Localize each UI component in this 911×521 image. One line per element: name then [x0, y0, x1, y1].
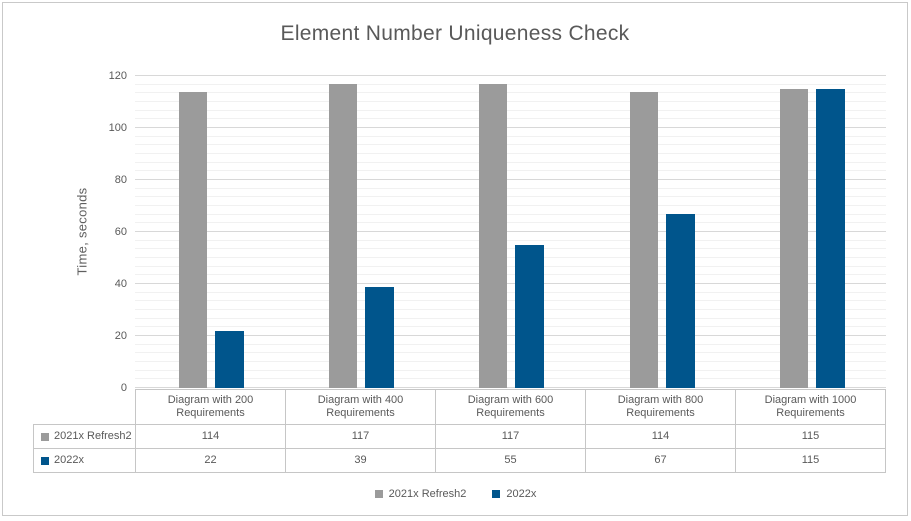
table-value-cell: 67 [585, 448, 736, 473]
gridline-minor [135, 343, 886, 345]
gridline-minor [135, 213, 886, 215]
gridline-minor [135, 187, 886, 189]
y-tick-label: 40 [114, 278, 127, 290]
series-swatch-2022x [41, 456, 49, 465]
gridline-minor [135, 144, 886, 146]
gridline-minor [135, 135, 886, 137]
table-value-cell: 55 [435, 448, 586, 473]
table-row-label-2022x: 2022x [33, 448, 136, 473]
legend-item-2021x-refresh2: 2021x Refresh2 [374, 488, 467, 500]
legend-item-2022x: 2022x [492, 488, 536, 500]
gridline-minor [135, 378, 886, 380]
y-tick-label: 120 [108, 70, 127, 82]
series-swatch-2021x-refresh2 [41, 432, 49, 441]
gridline-minor [135, 257, 886, 258]
bar-2022x-1 [215, 331, 244, 388]
gridline-minor [135, 300, 886, 302]
table-value-cell: 39 [285, 448, 436, 473]
bar-2022x-4 [666, 214, 695, 388]
table-row-label-2021x-refresh2: 2021x Refresh2 [33, 424, 136, 449]
gridline-minor [135, 222, 886, 224]
gridline-minor [135, 369, 886, 371]
gridline-minor [135, 101, 886, 102]
plot-area [135, 75, 886, 388]
table-value-cell: 114 [585, 424, 736, 449]
gridline-minor [135, 92, 886, 94]
gridline-major [135, 231, 886, 232]
table-header-cell: Diagram with 1000 Requirements [735, 389, 886, 425]
gridline-minor [135, 265, 886, 267]
bar-2021x-refresh2-2 [329, 84, 357, 388]
gridline-minor [135, 361, 886, 362]
gridline-major [135, 335, 886, 336]
legend-swatch-2022x [492, 490, 501, 498]
bar-2021x-refresh2-1 [179, 92, 207, 388]
series-name-label: 2021x Refresh2 [54, 430, 132, 442]
bar-2022x-3 [515, 245, 544, 388]
gridline-minor [135, 196, 886, 198]
series-name-label: 2022x [54, 454, 84, 466]
table-header-cell: Diagram with 800 Requirements [585, 389, 736, 425]
gridline-minor [135, 161, 886, 163]
y-tick-label: 60 [114, 226, 127, 238]
y-tick-label: 0 [120, 382, 127, 394]
chart-title: Element Number Uniqueness Check [280, 22, 630, 45]
gridline-minor [135, 170, 886, 172]
gridline-minor [135, 118, 886, 120]
table-value-cell: 114 [135, 424, 286, 449]
bar-2021x-refresh2-3 [479, 84, 507, 388]
legend: 2021x Refresh2 2022x [0, 485, 911, 503]
gridline-minor [135, 239, 886, 241]
table-value-cell: 115 [735, 424, 886, 449]
gridline-minor [135, 205, 886, 206]
y-tick-label: 80 [114, 174, 127, 186]
table-value-cell: 117 [285, 424, 436, 449]
y-tick-label: 20 [114, 330, 127, 342]
gridline-minor [135, 309, 886, 310]
gridline-minor [135, 317, 886, 319]
gridline-minor [135, 248, 886, 250]
gridline-minor [135, 153, 886, 154]
bar-2021x-refresh2-4 [630, 92, 658, 388]
gridline-major [135, 179, 886, 180]
gridline-minor [135, 109, 886, 111]
gridline-major [135, 75, 886, 76]
gridline-minor [135, 83, 886, 85]
table-value-cell: 117 [435, 424, 586, 449]
table-value-cell: 115 [735, 448, 886, 473]
table-header-cell: Diagram with 600 Requirements [435, 389, 586, 425]
legend-label: 2021x Refresh2 [388, 488, 467, 500]
table-header-cell: Diagram with 200 Requirements [135, 389, 286, 425]
table-header-cell: Diagram with 400 Requirements [285, 389, 436, 425]
gridline-minor [135, 291, 886, 293]
gridline-minor [135, 274, 886, 276]
gridline-minor [135, 326, 886, 328]
gridline-major [135, 387, 886, 388]
gridline-minor [135, 352, 886, 354]
legend-label: 2022x [506, 488, 537, 500]
gridline-major [135, 127, 886, 128]
y-tick-label: 100 [108, 122, 127, 134]
table-value-cell: 22 [135, 448, 286, 473]
bar-2021x-refresh2-5 [780, 89, 808, 388]
legend-swatch-2021x-refresh2 [374, 490, 383, 498]
bar-2022x-2 [365, 287, 394, 388]
bar-2022x-5 [816, 89, 845, 388]
gridline-major [135, 283, 886, 284]
